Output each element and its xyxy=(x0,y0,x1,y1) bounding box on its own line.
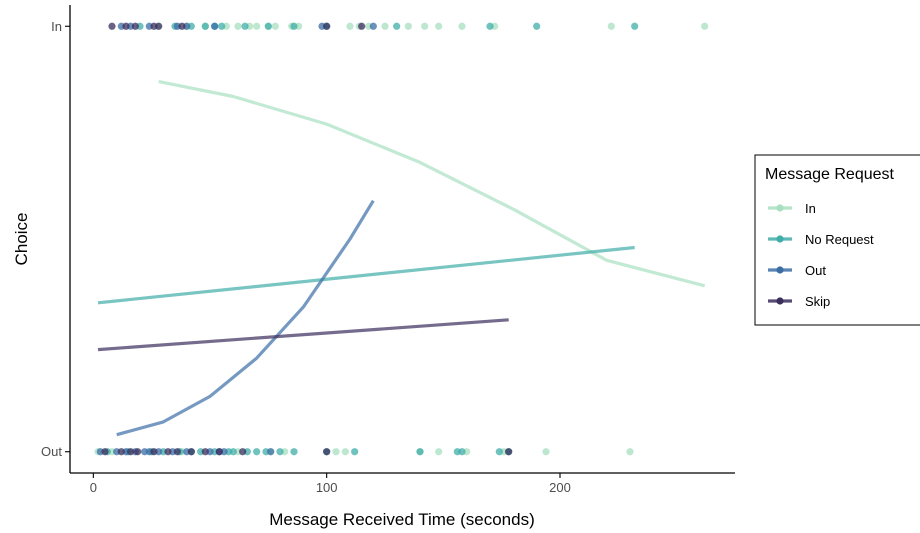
legend-label-0: In xyxy=(805,201,816,216)
point-in-s1-3 xyxy=(201,22,209,30)
point-out-s1-9 xyxy=(229,448,237,456)
point-in-s1-13 xyxy=(631,22,639,30)
point-in-s3-7 xyxy=(358,22,366,30)
point-in-s1-10 xyxy=(393,22,401,30)
x-axis-title: Message Received Time (seconds) xyxy=(269,510,535,529)
point-in-s1-11 xyxy=(486,22,494,30)
point-in-s0-15 xyxy=(404,22,412,30)
point-out-s1-13 xyxy=(276,448,284,456)
point-out-s1-16 xyxy=(351,448,359,456)
y-tick-label-0: Out xyxy=(41,444,62,459)
point-in-s0-8 xyxy=(271,22,279,30)
point-out-s3-12 xyxy=(505,448,513,456)
fit-line-3 xyxy=(97,318,509,352)
point-in-s0-20 xyxy=(607,22,615,30)
point-out-s3-1 xyxy=(117,448,125,456)
legend-label-1: No Request xyxy=(805,232,874,247)
y-axis-title: Choice xyxy=(12,213,31,266)
point-out-s3-0 xyxy=(101,448,109,456)
point-out-s3-4 xyxy=(150,448,158,456)
point-in-s3-2 xyxy=(131,22,139,30)
point-out-s3-3 xyxy=(134,448,142,456)
point-in-s3-1 xyxy=(122,22,130,30)
point-out-s0-9 xyxy=(435,448,443,456)
y-tick-label-1: In xyxy=(51,19,62,34)
legend-title: Message Request xyxy=(765,166,895,183)
point-in-s0-11 xyxy=(346,22,354,30)
point-out-s0-7 xyxy=(341,448,349,456)
point-in-s0-21 xyxy=(701,22,709,30)
point-in-s0-16 xyxy=(421,22,429,30)
point-out-s1-19 xyxy=(458,448,466,456)
point-in-s0-14 xyxy=(381,22,389,30)
plot-marks xyxy=(94,22,709,456)
point-in-s1-8 xyxy=(290,22,298,30)
point-out-s3-8 xyxy=(201,448,209,456)
axis-ticks: 0 100 200 Out In xyxy=(41,19,571,495)
legend-label-2: Out xyxy=(805,263,826,278)
legend-key-point-2 xyxy=(776,266,784,274)
point-out-s3-2 xyxy=(127,448,135,456)
legend-key-point-1 xyxy=(776,235,784,243)
point-out-s3-11 xyxy=(323,448,331,456)
point-in-s2-5 xyxy=(211,22,219,30)
point-in-s0-18 xyxy=(458,22,466,30)
point-in-s1-7 xyxy=(264,22,272,30)
point-out-s3-6 xyxy=(173,448,181,456)
point-out-s3-9 xyxy=(215,448,223,456)
point-in-s0-6 xyxy=(253,22,261,30)
point-in-s1-6 xyxy=(241,22,249,30)
point-out-s1-17 xyxy=(416,448,424,456)
legend-key-point-0 xyxy=(776,204,784,212)
point-out-s3-5 xyxy=(164,448,172,456)
point-out-s1-20 xyxy=(495,448,503,456)
point-in-s3-0 xyxy=(108,22,116,30)
point-out-s3-10 xyxy=(239,448,247,456)
point-in-s3-5 xyxy=(178,22,186,30)
x-tick-label-1: 100 xyxy=(316,480,338,495)
point-in-s2-7 xyxy=(369,22,377,30)
legend-items: In No Request Out Skip xyxy=(768,201,874,309)
point-out-s0-13 xyxy=(626,448,634,456)
point-in-s1-12 xyxy=(533,22,541,30)
point-in-s3-6 xyxy=(323,22,331,30)
point-in-s1-5 xyxy=(218,22,226,30)
point-out-s0-12 xyxy=(542,448,550,456)
fit-line-1 xyxy=(97,245,635,305)
point-in-s0-17 xyxy=(435,22,443,30)
x-tick-label-0: 0 xyxy=(90,480,97,495)
point-out-s3-7 xyxy=(187,448,195,456)
legend: Message Request In No Request Out Skip xyxy=(754,154,920,326)
point-in-s3-4 xyxy=(155,22,163,30)
legend-key-point-3 xyxy=(776,297,784,305)
legend-label-3: Skip xyxy=(805,294,830,309)
fit-line-2 xyxy=(116,199,375,437)
point-out-s2-12 xyxy=(267,448,275,456)
point-out-s1-14 xyxy=(290,448,298,456)
fit-line-0 xyxy=(158,80,706,288)
point-out-s1-11 xyxy=(253,448,261,456)
x-tick-label-2: 200 xyxy=(549,480,571,495)
point-out-s0-6 xyxy=(332,448,340,456)
point-in-s0-4 xyxy=(234,22,242,30)
